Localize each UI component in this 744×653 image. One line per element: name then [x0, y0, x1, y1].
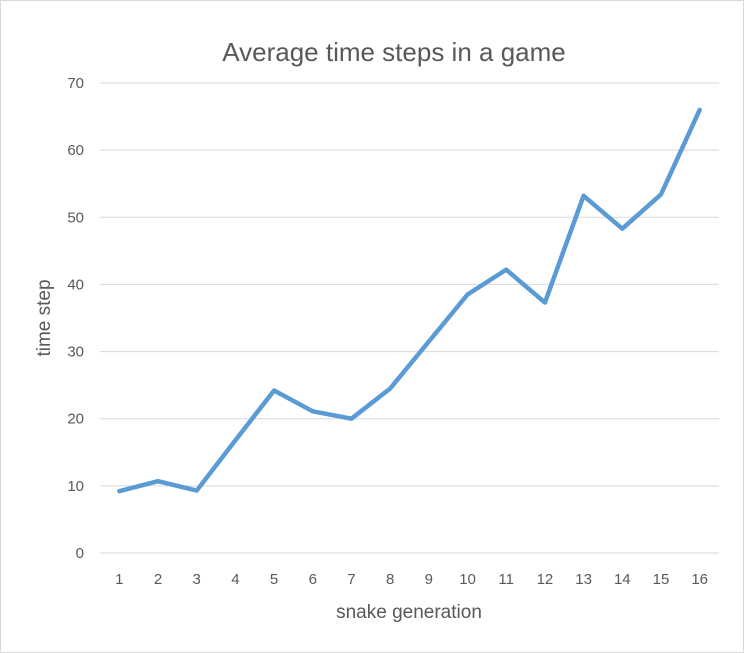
x-tick-label: 4: [231, 571, 239, 588]
x-axis-ticks: 1 2 3 4 5 6 7 8 9 10 11 12 13 14 15 16: [115, 571, 708, 588]
data-point: [504, 268, 508, 272]
data-point: [349, 417, 353, 421]
data-point: [466, 293, 470, 296]
y-tick-label: 30: [67, 344, 84, 361]
data-point: [427, 340, 431, 343]
y-tick-label: 60: [67, 142, 84, 159]
series-line-0: [117, 107, 702, 494]
y-tick-label: 10: [67, 478, 84, 495]
y-axis-title: time step: [34, 279, 55, 356]
x-tick-label: 3: [193, 571, 201, 588]
y-tick-label: 70: [67, 75, 84, 92]
gridlines: [100, 82, 719, 554]
x-tick-label: 14: [614, 571, 631, 588]
data-point: [272, 389, 276, 393]
x-tick-label: 2: [154, 571, 162, 588]
y-tick-label: 20: [67, 411, 84, 428]
y-tick-label: 50: [67, 209, 84, 226]
x-tick-label: 11: [498, 571, 514, 588]
data-point: [117, 489, 121, 493]
y-tick-label: 40: [67, 276, 84, 293]
data-point: [195, 489, 199, 493]
x-tick-label: 10: [459, 571, 476, 588]
x-tick-label: 12: [537, 571, 554, 588]
data-point: [659, 192, 663, 196]
x-tick-label: 6: [309, 571, 317, 588]
x-tick-label: 8: [386, 571, 394, 588]
data-point: [233, 438, 237, 442]
x-axis-title: snake generation: [336, 602, 482, 623]
series-group: [117, 107, 702, 494]
x-tick-label: 7: [347, 571, 355, 588]
x-tick-label: 13: [575, 571, 592, 588]
chart-title: Average time steps in a game: [222, 37, 565, 67]
data-point: [582, 194, 586, 198]
x-tick-label: 9: [425, 571, 433, 588]
x-tick-label: 15: [653, 571, 670, 588]
data-point: [620, 227, 624, 231]
x-tick-label: 1: [115, 571, 123, 588]
x-tick-label: 5: [270, 571, 278, 588]
x-tick-label: 16: [691, 571, 708, 588]
data-point: [311, 409, 315, 413]
y-axis-ticks: 0 10 20 30 40 50 60 70: [67, 75, 84, 562]
data-point: [388, 387, 392, 390]
y-tick-label: 0: [76, 545, 84, 562]
data-point: [156, 479, 160, 483]
data-point: [543, 301, 547, 305]
data-point: [698, 108, 702, 112]
